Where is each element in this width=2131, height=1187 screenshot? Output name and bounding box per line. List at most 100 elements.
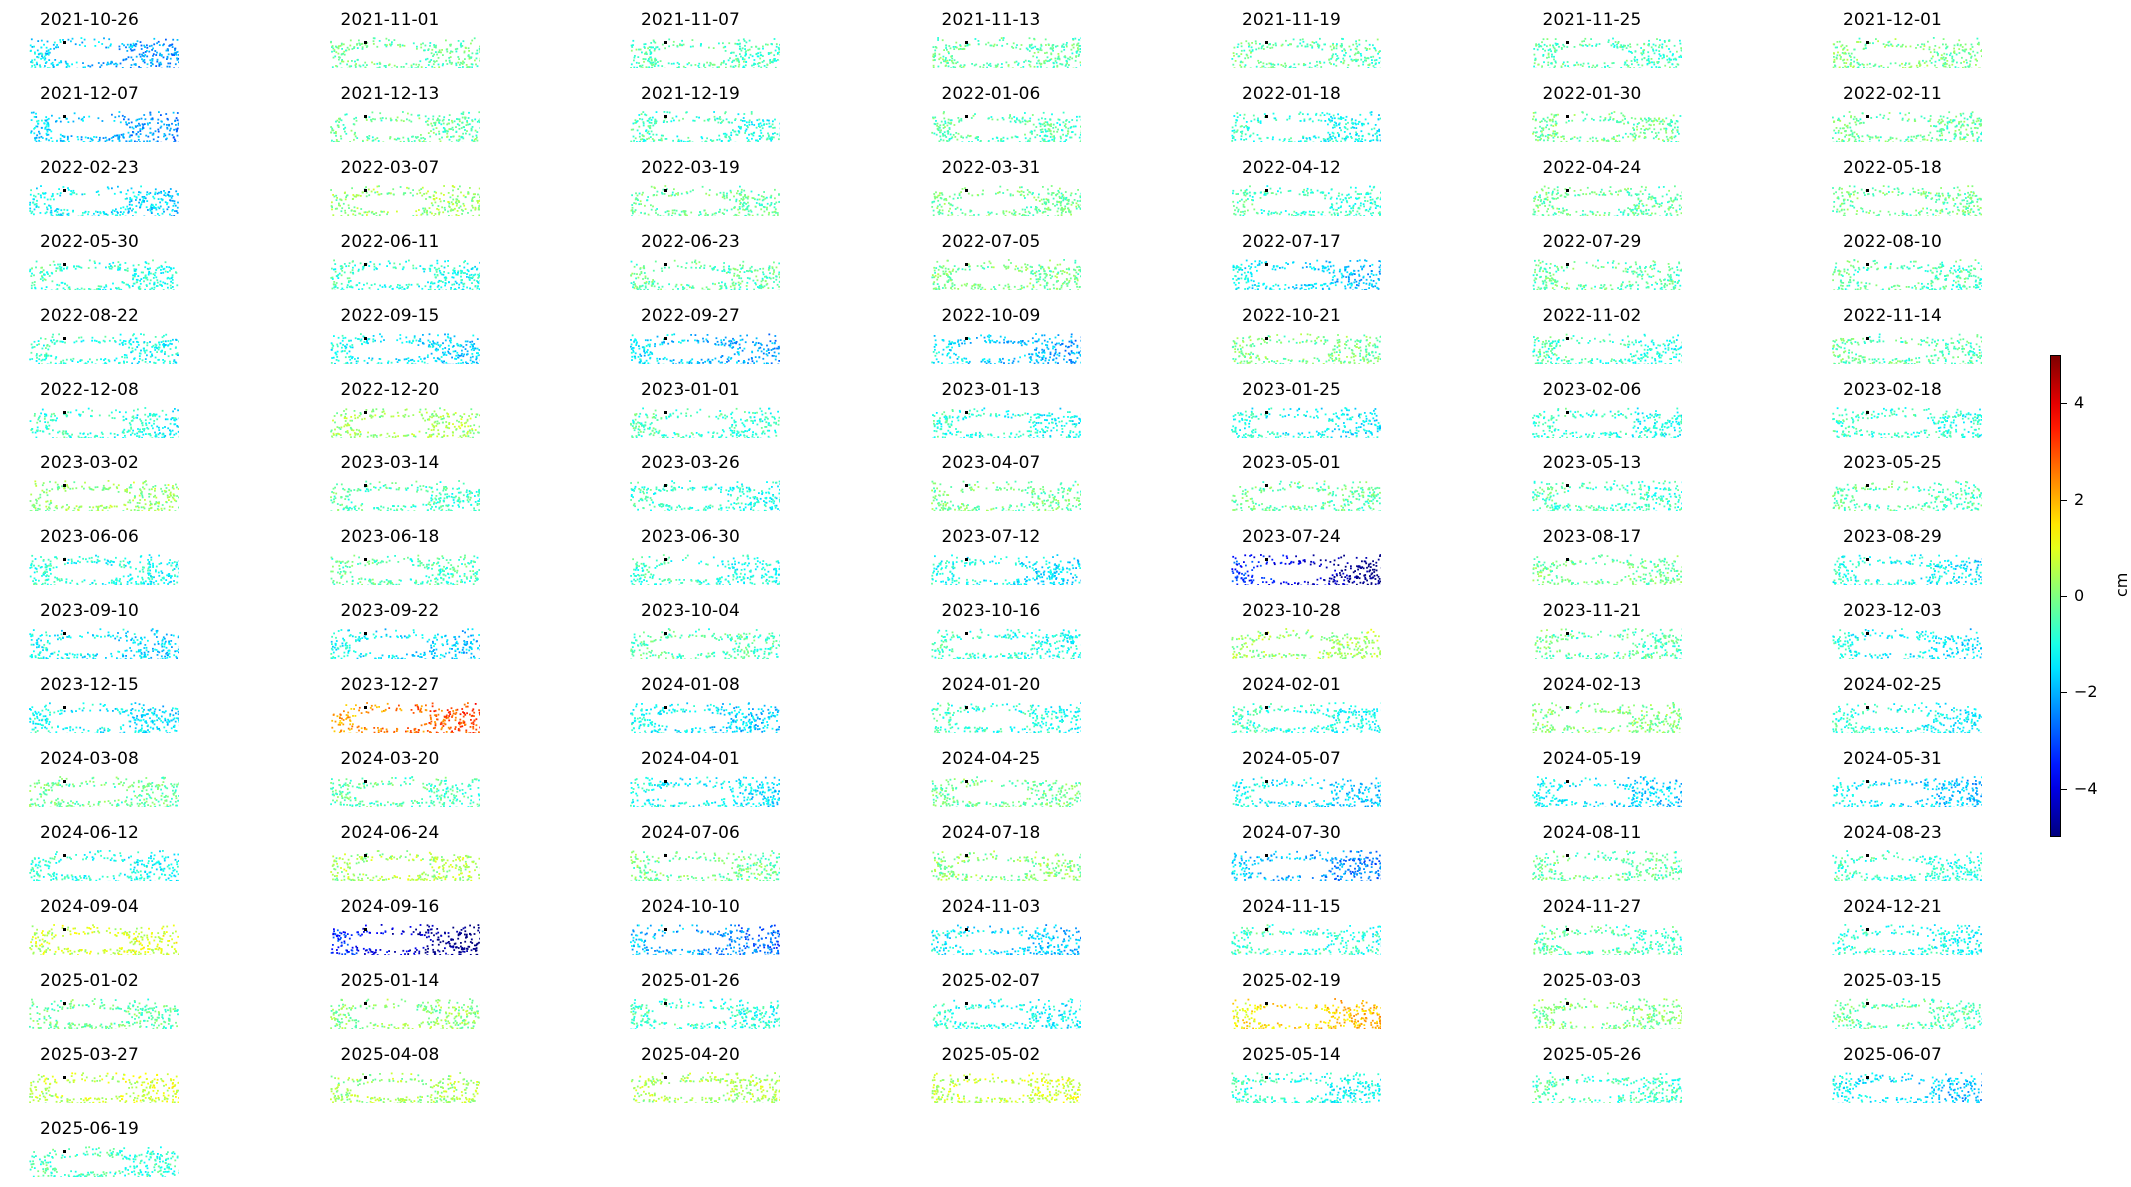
pixel-point bbox=[1550, 134, 1553, 137]
pixel-point bbox=[756, 213, 759, 216]
pixel-point bbox=[173, 67, 175, 68]
pixel-point bbox=[1004, 214, 1006, 216]
pixel-point bbox=[88, 115, 91, 118]
pixel-point bbox=[1626, 65, 1629, 68]
pixel-point bbox=[415, 45, 418, 48]
pixel-point bbox=[149, 111, 152, 114]
pixel-point bbox=[1343, 54, 1345, 57]
pixel-point bbox=[425, 213, 428, 216]
pixel-point bbox=[174, 47, 177, 50]
pixel-point bbox=[126, 43, 129, 46]
pixel-point bbox=[1534, 138, 1537, 141]
pixel-point bbox=[1926, 139, 1929, 141]
pixel-point bbox=[1073, 37, 1076, 40]
pixel-point bbox=[1870, 116, 1873, 119]
pixel-point bbox=[1857, 135, 1860, 137]
pixel-point bbox=[646, 119, 649, 122]
pixel-point bbox=[1009, 193, 1011, 195]
pixel-point bbox=[169, 187, 172, 190]
pixel-point bbox=[464, 132, 467, 135]
pixel-point bbox=[381, 141, 384, 142]
pixel-point bbox=[394, 118, 397, 121]
pixel-point bbox=[373, 63, 375, 65]
pixel-point bbox=[1353, 59, 1356, 61]
pixel-point bbox=[757, 193, 760, 196]
pixel-point bbox=[1040, 131, 1042, 133]
pixel-point bbox=[1079, 133, 1081, 136]
pixel-point bbox=[1930, 124, 1932, 127]
pixel-point bbox=[118, 134, 120, 137]
pixel-point bbox=[111, 139, 114, 142]
pixel-point bbox=[1583, 37, 1586, 40]
pixel-point bbox=[770, 51, 773, 54]
pixel-point bbox=[1030, 47, 1032, 50]
pixel-point bbox=[1534, 57, 1536, 60]
pixel-point bbox=[1545, 56, 1548, 59]
pixel-point bbox=[470, 56, 472, 59]
pixel-point bbox=[57, 63, 59, 66]
pixel-point bbox=[350, 60, 353, 62]
pixel-point bbox=[375, 214, 377, 216]
pixel-point bbox=[1243, 126, 1246, 128]
pixel-point bbox=[1649, 124, 1652, 126]
pixel-point bbox=[1625, 59, 1628, 62]
pixel-point bbox=[1231, 129, 1234, 132]
pixel-point bbox=[125, 58, 128, 60]
pixel-point bbox=[458, 120, 461, 123]
pixel-point bbox=[413, 139, 416, 142]
pixel-point bbox=[1619, 120, 1622, 123]
pixel-point bbox=[1638, 67, 1640, 68]
pixel-point bbox=[1839, 119, 1842, 122]
pixel-point bbox=[1055, 61, 1057, 64]
pixel-point bbox=[1550, 113, 1552, 116]
pixel-point bbox=[735, 133, 738, 136]
pixel-point bbox=[1048, 129, 1050, 132]
pixel-point bbox=[331, 47, 334, 50]
pixel-point bbox=[948, 59, 951, 61]
pixel-point bbox=[1857, 62, 1860, 65]
pixel-point bbox=[38, 132, 41, 135]
pixel-point bbox=[1616, 46, 1618, 49]
pixel-point bbox=[1623, 115, 1625, 118]
pixel-point bbox=[1535, 131, 1538, 133]
pixel-point bbox=[933, 116, 936, 119]
pixel-point bbox=[1358, 137, 1360, 140]
pixel-point bbox=[1855, 123, 1858, 126]
pixel-point bbox=[1048, 118, 1051, 121]
pixel-point bbox=[1625, 64, 1628, 66]
pixel-point bbox=[329, 188, 332, 191]
pixel-point bbox=[1612, 62, 1615, 64]
pixel-point bbox=[708, 64, 711, 67]
pixel-point bbox=[1079, 48, 1081, 50]
pixel-point bbox=[1347, 64, 1350, 66]
pixel-point bbox=[110, 211, 113, 213]
pixel-point bbox=[1021, 208, 1023, 211]
pixel-point bbox=[1859, 64, 1861, 66]
pixel-point bbox=[730, 131, 733, 134]
pixel-point bbox=[1679, 54, 1682, 57]
pixel-point bbox=[1588, 43, 1590, 46]
pixel-point bbox=[959, 136, 962, 138]
pixel-point bbox=[122, 133, 125, 135]
pixel-point bbox=[1343, 48, 1346, 51]
pixel-point bbox=[470, 204, 473, 207]
pixel-point bbox=[943, 126, 946, 128]
pixel-point bbox=[1013, 212, 1016, 214]
pixel-point bbox=[1330, 57, 1333, 60]
pixel-point bbox=[1667, 61, 1669, 64]
pixel-point bbox=[1888, 40, 1891, 43]
pixel-point bbox=[664, 137, 667, 140]
pixel-point bbox=[1317, 46, 1320, 49]
pixel-point bbox=[166, 58, 168, 60]
pixel-point bbox=[1942, 56, 1945, 59]
pixel-point bbox=[41, 55, 43, 58]
pixel-point bbox=[175, 52, 177, 54]
pixel-point bbox=[33, 194, 35, 197]
pixel-point bbox=[169, 194, 172, 197]
pixel-point bbox=[777, 59, 779, 61]
pixel-point bbox=[1953, 133, 1956, 136]
pixel-point bbox=[132, 207, 134, 210]
pixel-point bbox=[1044, 59, 1047, 62]
pixel-point bbox=[1911, 139, 1913, 142]
pixel-point bbox=[1057, 55, 1060, 58]
